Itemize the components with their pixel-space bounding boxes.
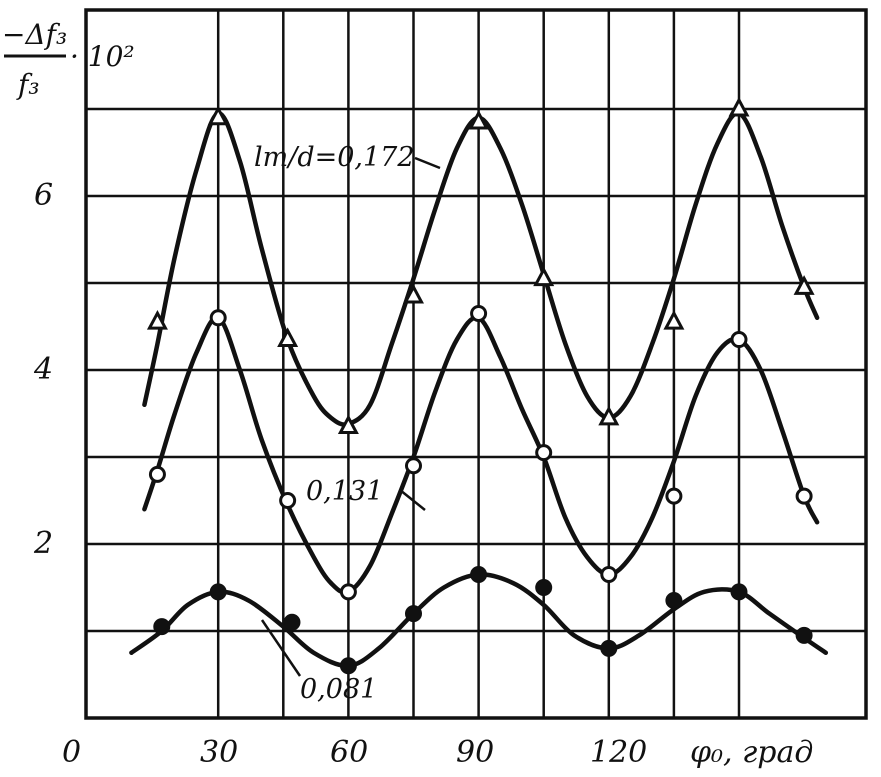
data-point-series-0 <box>598 405 620 426</box>
data-point-series-2 <box>405 605 422 623</box>
data-point-series-2 <box>600 639 618 657</box>
x-tick-label-30: 30 <box>200 735 238 770</box>
data-point-series-0 <box>207 105 229 126</box>
y-axis-label-numerator: −Δf₃ <box>2 18 67 51</box>
x-tick-labels: 0 30 60 90 120 φ₀, град <box>62 735 813 770</box>
data-point-series-1 <box>339 583 357 601</box>
data-point-series-1 <box>470 304 488 322</box>
y-tick-labels: 6 4 2 <box>33 178 53 561</box>
data-point-series-0 <box>793 275 815 295</box>
axes-frame <box>84 8 868 720</box>
series-markers <box>146 96 815 675</box>
data-point-series-2 <box>665 592 683 610</box>
annotation-leader-1 <box>399 489 426 511</box>
data-point-series-1 <box>148 465 166 483</box>
data-point-series-1 <box>535 444 553 462</box>
data-point-series-0 <box>337 414 359 435</box>
data-point-series-0 <box>468 109 490 130</box>
data-point-series-2 <box>339 657 357 675</box>
data-point-series-0 <box>533 266 555 287</box>
x-tick-label-0: 0 <box>62 735 81 770</box>
data-point-series-1 <box>730 331 748 349</box>
series-line-1 <box>142 315 820 595</box>
data-point-series-0 <box>403 283 424 304</box>
y-tick-label-2: 2 <box>33 526 53 561</box>
data-point-series-1 <box>279 492 297 509</box>
data-point-series-1 <box>600 565 618 583</box>
data-point-series-1 <box>795 487 813 505</box>
annotation-leader-2 <box>260 619 302 677</box>
data-point-series-0 <box>277 327 299 348</box>
data-point-series-0 <box>146 309 168 330</box>
x-tick-label-60: 60 <box>330 735 368 770</box>
y-axis-label-denominator: f₃ <box>16 68 40 101</box>
data-point-series-2 <box>470 565 488 583</box>
y-tick-label-6: 6 <box>34 178 53 213</box>
data-point-series-0 <box>663 309 685 330</box>
plot-frame <box>84 8 868 720</box>
data-point-series-2 <box>535 579 553 596</box>
grid <box>86 10 866 718</box>
series-line-0 <box>142 111 820 427</box>
annotation-series-0131: 0,131 <box>306 476 383 507</box>
x-tick-label-90: 90 <box>456 735 494 770</box>
y-axis-label-multiplier: · 10² <box>70 40 135 73</box>
annotation-leaders <box>260 156 441 677</box>
data-point-series-1 <box>209 309 227 327</box>
annotation-series-0172: lт/d=0,172 <box>254 142 415 173</box>
data-point-series-2 <box>795 626 813 644</box>
annotation-series-0081: 0,081 <box>300 674 377 705</box>
annotation-leader-0 <box>414 156 441 170</box>
data-point-series-2 <box>153 618 171 636</box>
data-point-series-1 <box>665 487 683 505</box>
data-point-series-1 <box>405 457 422 475</box>
x-tick-label-120: 120 <box>590 735 647 770</box>
data-point-series-2 <box>730 583 748 601</box>
data-point-series-2 <box>283 613 301 631</box>
data-point-series-2 <box>209 583 227 601</box>
series-annotations: lт/d=0,172 0,131 0,081 <box>254 142 415 705</box>
data-point-series-0 <box>728 96 750 117</box>
y-tick-label-4: 4 <box>33 352 53 387</box>
y-axis-label: −Δf₃ f₃ · 10² <box>2 18 135 101</box>
x-axis-label: φ₀, град <box>690 735 813 770</box>
